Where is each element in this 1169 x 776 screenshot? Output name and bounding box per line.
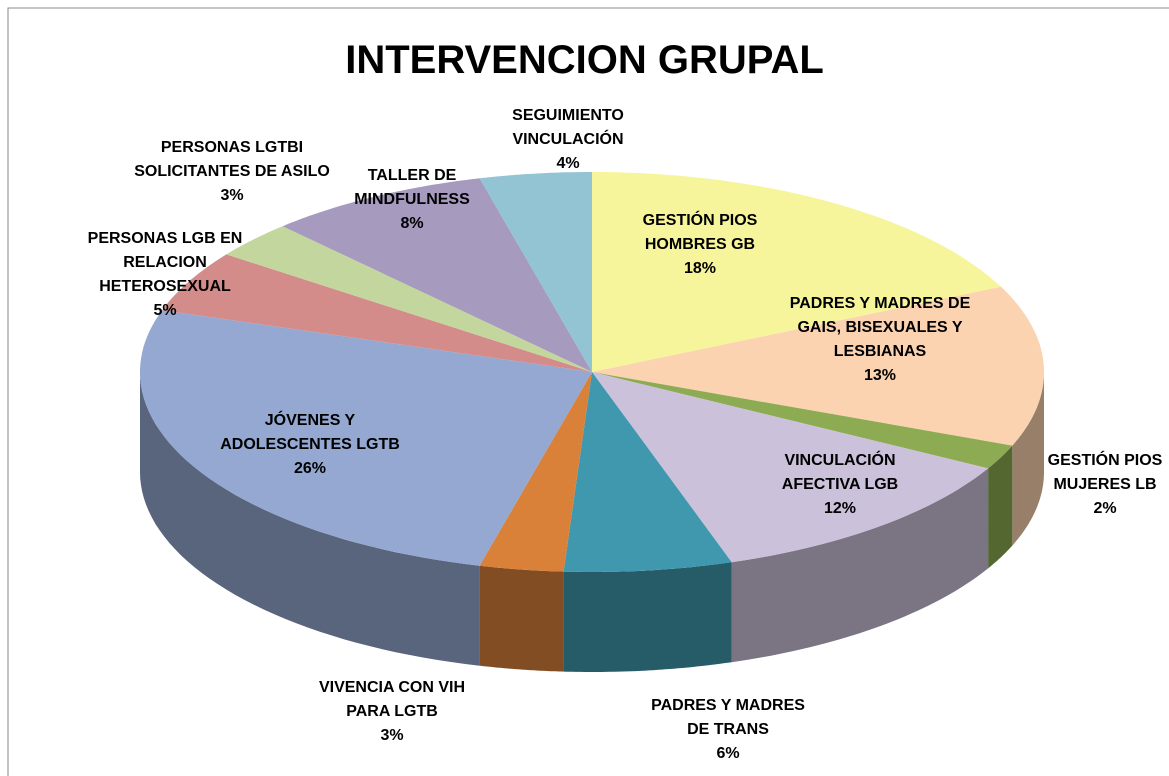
slice <box>592 286 1044 446</box>
slice <box>592 372 989 563</box>
slice-side <box>563 562 732 672</box>
slice <box>479 372 592 572</box>
slice-label: JÓVENES Y ADOLESCENTES LGTB 26% <box>210 409 410 481</box>
slice-label: PERSONAS LGTBI SOLICITANTES DE ASILO 3% <box>120 136 345 208</box>
slice-label: PERSONAS LGB EN RELACION HETEROSEXUAL 5% <box>83 227 248 323</box>
value-label: 26% <box>293 460 327 477</box>
category-label: GESTIÓN PIOS HOMBRES GB <box>642 212 758 253</box>
slice-label: TALLER DE MINDFULNESS 8% <box>347 164 477 236</box>
category-label: GESTIÓN PIOS MUJERES LB <box>1047 452 1163 493</box>
slice-side <box>479 565 564 672</box>
category-label: PERSONAS LGTBI SOLICITANTES DE ASILO <box>134 139 330 180</box>
category-label: PERSONAS LGB EN RELACION HETEROSEXUAL <box>87 230 243 295</box>
slice-side <box>140 372 480 666</box>
value-label: 5% <box>153 302 177 319</box>
category-label: VIVENCIA CON VIH PARA LGTB <box>318 679 466 720</box>
value-label: 12% <box>823 500 857 517</box>
value-label: 2% <box>1093 500 1117 517</box>
slice <box>282 178 592 372</box>
category-label: VINCULACIÓN AFECTIVA LGB <box>781 452 899 493</box>
slice-label: PADRES Y MADRES DE TRANS 6% <box>643 694 813 766</box>
slice-label: PADRES Y MADRES DE GAIS, BISEXUALES Y LE… <box>775 292 985 388</box>
slice-label: SEGUIMIENTO VINCULACIÓN 4% <box>498 104 638 176</box>
value-label: 8% <box>400 215 424 232</box>
slice <box>226 226 593 372</box>
category-label: TALLER DE MINDFULNESS <box>354 167 470 208</box>
slice <box>563 372 732 572</box>
value-label: 3% <box>220 187 244 204</box>
value-label: 6% <box>716 745 740 762</box>
slice <box>479 172 592 372</box>
slice <box>592 372 1013 469</box>
value-label: 4% <box>556 155 580 172</box>
category-label: PADRES Y MADRES DE TRANS <box>651 697 805 738</box>
category-label: PADRES Y MADRES DE GAIS, BISEXUALES Y LE… <box>789 295 971 360</box>
slice <box>140 310 592 566</box>
slice-side <box>1012 372 1044 546</box>
slice <box>162 254 592 372</box>
slice <box>592 172 1001 372</box>
chart-title: INTERVENCION GRUPAL <box>345 38 824 82</box>
slice-label: VIVENCIA CON VIH PARA LGTB 3% <box>305 676 480 748</box>
slice-side <box>988 445 1013 569</box>
slice-label: VINCULACIÓN AFECTIVA LGB 12% <box>770 449 910 521</box>
slice-label: GESTIÓN PIOS HOMBRES GB 18% <box>625 209 775 281</box>
frame <box>7 7 1169 776</box>
slice-label: GESTIÓN PIOS MUJERES LB 2% <box>1040 449 1169 521</box>
value-label: 13% <box>863 367 897 384</box>
category-label: JÓVENES Y ADOLESCENTES LGTB <box>220 412 400 453</box>
slice-side <box>731 468 989 663</box>
value-label: 18% <box>683 260 717 277</box>
category-label: SEGUIMIENTO VINCULACIÓN <box>512 107 624 148</box>
value-label: 3% <box>380 727 404 744</box>
